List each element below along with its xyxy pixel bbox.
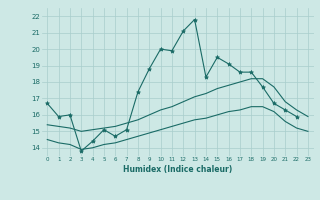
X-axis label: Humidex (Indice chaleur): Humidex (Indice chaleur)	[123, 165, 232, 174]
